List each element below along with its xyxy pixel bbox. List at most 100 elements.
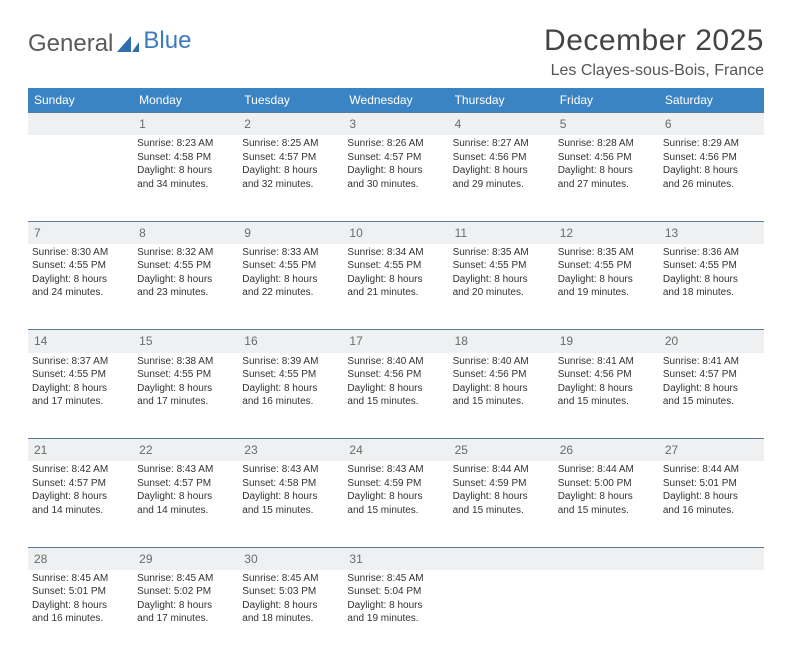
day-cell-line: and 15 minutes.: [558, 395, 655, 409]
day-cell-line: and 16 minutes.: [242, 395, 339, 409]
day-number: 3: [343, 113, 448, 136]
week-content-row: Sunrise: 8:45 AMSunset: 5:01 PMDaylight:…: [28, 570, 764, 656]
day-cell: Sunrise: 8:41 AMSunset: 4:56 PMDaylight:…: [554, 353, 659, 439]
day-number: 2: [238, 113, 343, 136]
day-cell-line: Daylight: 8 hours: [453, 490, 550, 504]
day-cell-line: Sunrise: 8:43 AM: [347, 463, 444, 477]
day-cell-line: Sunrise: 8:40 AM: [453, 355, 550, 369]
day-cell-line: and 23 minutes.: [137, 286, 234, 300]
day-number: 16: [238, 330, 343, 353]
weekday-header: Friday: [554, 88, 659, 113]
day-cell-line: Daylight: 8 hours: [558, 382, 655, 396]
day-cell-line: Daylight: 8 hours: [347, 273, 444, 287]
day-cell-line: Sunrise: 8:45 AM: [32, 572, 129, 586]
day-cell-line: and 16 minutes.: [663, 504, 760, 518]
day-cell-line: Daylight: 8 hours: [32, 382, 129, 396]
day-cell: Sunrise: 8:45 AMSunset: 5:01 PMDaylight:…: [28, 570, 133, 656]
day-cell-line: and 15 minutes.: [453, 395, 550, 409]
day-cell: Sunrise: 8:30 AMSunset: 4:55 PMDaylight:…: [28, 244, 133, 330]
day-cell: [28, 135, 133, 221]
weekday-header: Saturday: [659, 88, 764, 113]
day-cell-line: Sunrise: 8:25 AM: [242, 137, 339, 151]
day-cell-line: Daylight: 8 hours: [453, 164, 550, 178]
day-cell-line: and 34 minutes.: [137, 178, 234, 192]
day-cell-line: and 15 minutes.: [347, 395, 444, 409]
day-number: 6: [659, 113, 764, 136]
day-cell: Sunrise: 8:25 AMSunset: 4:57 PMDaylight:…: [238, 135, 343, 221]
day-cell-line: Sunset: 4:55 PM: [242, 368, 339, 382]
day-number: 27: [659, 439, 764, 462]
day-cell-line: Daylight: 8 hours: [32, 599, 129, 613]
brand-name-part1: General: [28, 30, 113, 58]
day-number: 22: [133, 439, 238, 462]
day-cell: Sunrise: 8:43 AMSunset: 4:57 PMDaylight:…: [133, 461, 238, 547]
day-number: [554, 547, 659, 570]
day-number: 4: [449, 113, 554, 136]
day-number: 11: [449, 221, 554, 244]
day-cell-line: Sunset: 4:57 PM: [347, 151, 444, 165]
day-cell-line: and 29 minutes.: [453, 178, 550, 192]
day-cell: Sunrise: 8:43 AMSunset: 4:59 PMDaylight:…: [343, 461, 448, 547]
day-cell: Sunrise: 8:41 AMSunset: 4:57 PMDaylight:…: [659, 353, 764, 439]
day-cell-line: Sunset: 4:57 PM: [137, 477, 234, 491]
day-cell-line: Sunset: 4:55 PM: [32, 259, 129, 273]
day-cell: Sunrise: 8:35 AMSunset: 4:55 PMDaylight:…: [449, 244, 554, 330]
daynum-row: 123456: [28, 113, 764, 136]
week-content-row: Sunrise: 8:23 AMSunset: 4:58 PMDaylight:…: [28, 135, 764, 221]
day-number: 17: [343, 330, 448, 353]
daynum-row: 14151617181920: [28, 330, 764, 353]
day-cell: Sunrise: 8:36 AMSunset: 4:55 PMDaylight:…: [659, 244, 764, 330]
day-cell-line: Sunset: 5:01 PM: [663, 477, 760, 491]
sail-icon: [117, 36, 139, 52]
day-cell: Sunrise: 8:39 AMSunset: 4:55 PMDaylight:…: [238, 353, 343, 439]
day-cell-line: Daylight: 8 hours: [558, 273, 655, 287]
day-cell-line: and 26 minutes.: [663, 178, 760, 192]
weekday-header: Sunday: [28, 88, 133, 113]
day-number: 30: [238, 547, 343, 570]
day-cell-line: Sunrise: 8:44 AM: [663, 463, 760, 477]
day-cell-line: Sunset: 4:55 PM: [137, 368, 234, 382]
day-cell: [449, 570, 554, 656]
day-cell-line: Sunrise: 8:29 AM: [663, 137, 760, 151]
day-cell: Sunrise: 8:27 AMSunset: 4:56 PMDaylight:…: [449, 135, 554, 221]
day-cell-line: Sunset: 4:55 PM: [242, 259, 339, 273]
day-cell-line: Daylight: 8 hours: [242, 599, 339, 613]
day-cell-line: Sunrise: 8:35 AM: [558, 246, 655, 260]
day-cell-line: Daylight: 8 hours: [453, 382, 550, 396]
day-cell: Sunrise: 8:43 AMSunset: 4:58 PMDaylight:…: [238, 461, 343, 547]
day-cell-line: Daylight: 8 hours: [347, 382, 444, 396]
brand-logo: General Blue: [28, 30, 191, 58]
weekday-header: Tuesday: [238, 88, 343, 113]
day-cell-line: Sunset: 4:56 PM: [453, 368, 550, 382]
day-cell-line: and 30 minutes.: [347, 178, 444, 192]
day-cell: Sunrise: 8:34 AMSunset: 4:55 PMDaylight:…: [343, 244, 448, 330]
daynum-row: 78910111213: [28, 221, 764, 244]
calendar-table: SundayMondayTuesdayWednesdayThursdayFrid…: [28, 88, 764, 656]
day-cell-line: Daylight: 8 hours: [663, 382, 760, 396]
day-number: 19: [554, 330, 659, 353]
day-cell: [554, 570, 659, 656]
day-cell-line: Sunrise: 8:43 AM: [242, 463, 339, 477]
day-cell-line: Sunrise: 8:45 AM: [347, 572, 444, 586]
day-cell-line: and 16 minutes.: [32, 612, 129, 626]
day-cell-line: Sunrise: 8:44 AM: [558, 463, 655, 477]
day-cell-line: Sunset: 4:55 PM: [32, 368, 129, 382]
day-number: 7: [28, 221, 133, 244]
day-cell-line: Daylight: 8 hours: [558, 490, 655, 504]
day-cell-line: Daylight: 8 hours: [242, 490, 339, 504]
day-cell-line: Sunrise: 8:35 AM: [453, 246, 550, 260]
day-cell-line: and 19 minutes.: [558, 286, 655, 300]
day-cell-line: Sunset: 4:56 PM: [558, 368, 655, 382]
day-cell-line: Sunrise: 8:38 AM: [137, 355, 234, 369]
day-cell-line: Sunrise: 8:39 AM: [242, 355, 339, 369]
day-cell-line: Sunrise: 8:42 AM: [32, 463, 129, 477]
day-cell-line: Daylight: 8 hours: [347, 490, 444, 504]
brand-name-part2: Blue: [143, 27, 191, 54]
day-cell-line: Daylight: 8 hours: [32, 273, 129, 287]
day-number: 15: [133, 330, 238, 353]
title-block: December 2025 Les Clayes-sous-Bois, Fran…: [544, 24, 764, 80]
day-cell: Sunrise: 8:45 AMSunset: 5:02 PMDaylight:…: [133, 570, 238, 656]
day-cell: Sunrise: 8:33 AMSunset: 4:55 PMDaylight:…: [238, 244, 343, 330]
day-cell-line: and 14 minutes.: [137, 504, 234, 518]
weekday-header: Monday: [133, 88, 238, 113]
